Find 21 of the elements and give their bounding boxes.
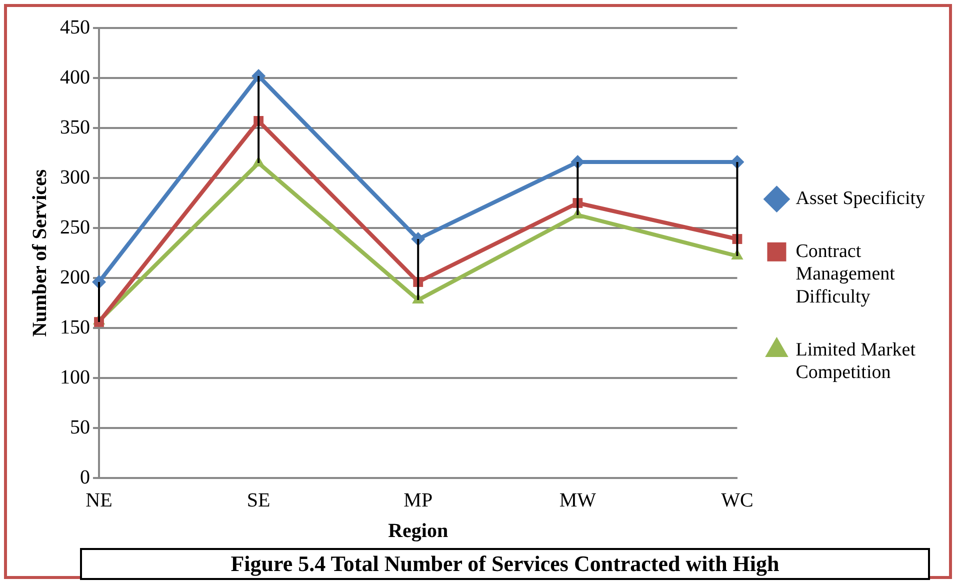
y-axis-title: Number of Services [29,169,52,337]
y-tick-label: 450 [60,16,90,38]
y-tick-label: 400 [60,66,90,88]
y-tick-label: 250 [60,216,90,238]
legend-label: Contract Management Difficulty [796,240,896,308]
y-tick-label: 300 [60,166,90,188]
y-tick-label: 0 [80,466,90,488]
caption: Figure 5.4 Total Number of Services Contracted with High [80,548,930,580]
y-tick-label: 50 [70,416,90,438]
x-tick-label: NE [86,489,112,512]
legend-label: Limited Market Competition [796,339,916,384]
x-tick-label: MW [559,489,596,512]
y-tick-label: 150 [60,316,90,338]
y-tick-label: 350 [60,116,90,138]
x-tick-label: WC [721,489,754,512]
y-tick-label: 100 [60,366,90,388]
x-tick-label: SE [246,489,270,512]
x-tick-label: MP [404,489,433,512]
legend-label: Asset Specificity [796,188,926,210]
y-tick-label: 200 [60,266,90,288]
x-axis-title: Region [388,520,448,542]
